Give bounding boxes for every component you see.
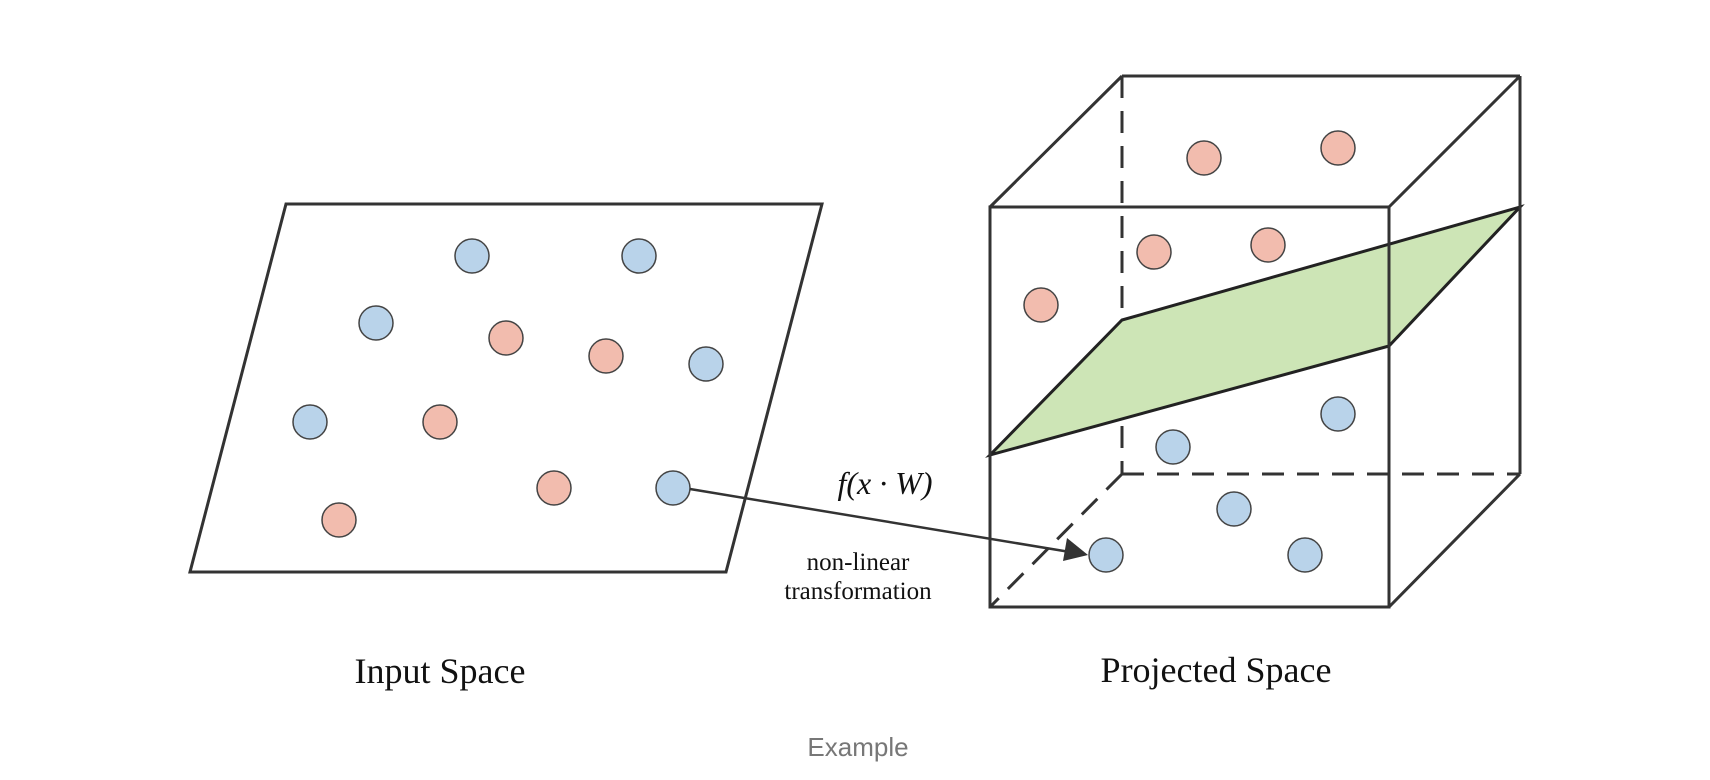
- projected-point: [1320, 396, 1356, 432]
- cube-edge: [1387, 472, 1522, 609]
- input-point: [358, 305, 394, 341]
- projected-point: [1186, 140, 1222, 176]
- figure-caption: Example: [807, 732, 908, 762]
- projected-point: [1250, 227, 1286, 263]
- cube-front-face: [988, 205, 1391, 609]
- input-space-points: [292, 238, 724, 538]
- input-point: [292, 404, 328, 440]
- projected-point: [1287, 537, 1323, 573]
- input-point: [588, 338, 624, 374]
- input-point: [536, 470, 572, 506]
- input-point: [688, 346, 724, 382]
- input-space: Input Space: [188, 202, 824, 691]
- projected-point: [1136, 234, 1172, 270]
- input-point: [454, 238, 490, 274]
- projected-point: [1023, 287, 1059, 323]
- input-point: [488, 320, 524, 356]
- projected-space-label: Projected Space: [1101, 650, 1332, 690]
- cube-edge: [1387, 74, 1522, 209]
- input-space-plane: [188, 202, 824, 574]
- transform-description-line2: transformation: [784, 578, 932, 605]
- transformation-arrow: [689, 487, 1088, 561]
- input-point: [321, 502, 357, 538]
- projected-point: [1216, 491, 1252, 527]
- cube-hidden-edge: [988, 472, 1124, 609]
- input-point: [422, 404, 458, 440]
- transform-formula: f(x · W): [837, 465, 932, 501]
- cube-visible-edges: [988, 74, 1522, 609]
- projected-point: [1320, 130, 1356, 166]
- arrow-shaft: [689, 487, 1071, 554]
- cube-edge: [988, 74, 1124, 209]
- input-point: [655, 470, 691, 506]
- projected-point: [1155, 429, 1191, 465]
- input-space-label: Input Space: [355, 651, 526, 691]
- input-point: [621, 238, 657, 274]
- projected-space-points: [1023, 130, 1356, 573]
- projected-point: [1088, 537, 1124, 573]
- arrowhead-icon: [1063, 538, 1088, 561]
- projected-space: Projected Space: [985, 74, 1525, 690]
- transform-description-line1: non-linear: [807, 549, 910, 576]
